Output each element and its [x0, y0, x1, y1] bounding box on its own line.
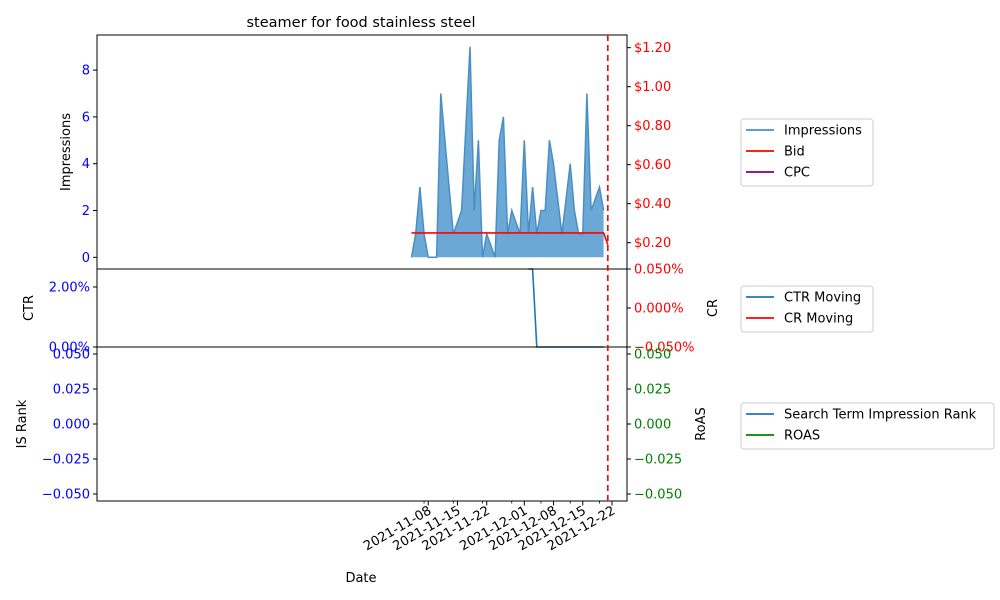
bid-axis-tick-label: $0.60	[634, 158, 671, 173]
legend-label: ROAS	[784, 429, 820, 444]
x-axis-label: Date	[345, 571, 376, 586]
bid-axis-tick-label: $0.20	[634, 236, 671, 251]
chart-title: steamer for food stainless steel	[247, 15, 476, 31]
is-rank-axis-tick-label: 0.000	[53, 418, 90, 433]
legend-label: CTR Moving	[784, 291, 861, 306]
bid-axis-tick-label: $0.40	[634, 197, 671, 212]
impressions-line	[410, 46, 605, 259]
impressions-axis-tick-label: 6	[82, 110, 90, 125]
roas-axis-tick-label: −0.025	[634, 453, 682, 468]
roas-axis-label: RoAS	[694, 407, 709, 441]
is-rank-axis-tick-label: 0.025	[53, 383, 90, 398]
cr-axis-tick-label: 0.050%	[634, 263, 684, 278]
legends: Impressions Bid CPC CTR Moving CR Moving Sear…	[740, 118, 995, 450]
ctr-axis-tick-label: 2.00%	[49, 281, 90, 296]
impressions-axis-tick-label: 4	[82, 157, 90, 172]
panel-frame-2	[96, 268, 628, 348]
is-rank-axis-tick-label: 0.050	[53, 348, 90, 363]
impressions-area	[411, 46, 604, 258]
roas-axis-tick-label: 0.025	[634, 383, 671, 398]
cr-axis-tick-label: 0.000%	[634, 302, 684, 317]
legend-label: CPC	[784, 166, 810, 181]
is-rank-axis-tick-label: −0.050	[42, 488, 90, 503]
plot-area: 0 2 4 6 8 $0.20 $0.40 $0.60 $0.80 $1.00 $1.20 0.00%…	[15, 34, 721, 554]
legend-box-1	[740, 118, 874, 187]
impressions-axis-label: Impressions	[59, 113, 74, 191]
panel-frame-3	[96, 346, 628, 502]
roas-axis-tick-label: −0.050	[634, 488, 682, 503]
ctr-axis-tick-label: 0.00%	[49, 341, 90, 356]
ctr-axis-label: CTR	[22, 295, 37, 321]
ctr-moving-line	[528, 268, 604, 348]
roas-axis-tick-label: 0.050	[634, 348, 671, 363]
legend-label: Bid	[784, 145, 805, 160]
roas-axis-tick-label: 0.000	[634, 418, 671, 433]
cr-axis-label: CR	[706, 299, 721, 317]
legend-label: Search Term Impression Rank	[784, 408, 977, 423]
legend-label: CR Moving	[784, 312, 853, 327]
legend-label: Impressions	[784, 124, 862, 139]
impressions-axis-tick-label: 8	[82, 64, 90, 79]
is-rank-axis-tick-label: −0.025	[42, 453, 90, 468]
is-rank-axis-label: IS Rank	[15, 399, 30, 448]
bid-axis-tick-label: $1.20	[634, 41, 671, 56]
bid-line	[411, 232, 609, 245]
bid-axis-tick-label: $1.00	[634, 80, 671, 95]
impressions-axis-tick-label: 0	[82, 251, 90, 266]
cr-axis-tick-label: −0.050%	[634, 341, 694, 356]
bid-axis-tick-label: $0.80	[634, 119, 671, 134]
legend-box-3	[740, 402, 995, 450]
impressions-axis-tick-label: 2	[82, 204, 90, 219]
